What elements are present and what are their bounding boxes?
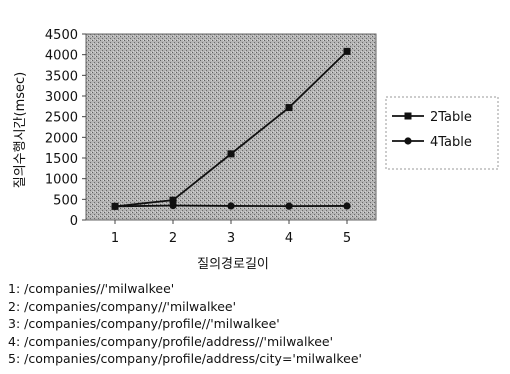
query-path: /companies/company//'milwalkee' [24, 298, 237, 314]
data-point-1-3 [285, 202, 293, 210]
query-number: 4: [8, 333, 21, 349]
data-point-0-2 [227, 150, 235, 158]
data-point-1-2 [227, 202, 235, 210]
query-path-item: 5: /companies/company/profile/address/ci… [8, 350, 362, 368]
y-tick-label: 2500 [45, 111, 78, 126]
query-path: /companies//'milwalkee' [24, 281, 175, 296]
query-path-item: 4: /companies/company/profile/address//'… [8, 333, 362, 351]
query-number: 5: [8, 351, 21, 366]
y-tick-label: 2000 [45, 131, 78, 146]
query-number: 3: [8, 316, 21, 331]
y-tick-label: 3500 [45, 69, 78, 84]
data-point-0-4 [343, 47, 351, 55]
line-chart: 0 500 1000 1500 2000 2500 3000 3500 4000 4500 1 2 3… [12, 28, 499, 272]
y-tick-label: 3000 [45, 90, 78, 105]
y-axis-title: 질의수행시간(msec) [12, 72, 28, 189]
y-axis: 0 500 1000 1500 2000 2500 3000 3500 4000 4500 [45, 28, 86, 229]
query-path-item: 1: /companies//'milwalkee' [8, 280, 362, 298]
y-tick-label: 4000 [45, 49, 78, 64]
x-tick-label: 5 [343, 231, 351, 246]
y-tick-label: 0 [70, 214, 78, 229]
legend-marker-0 [404, 112, 412, 120]
query-path-list: 1: /companies//'milwalkee' 2: /companies/… [8, 280, 362, 368]
x-axis: 1 2 3 4 5 [111, 220, 351, 246]
x-tick-label: 1 [111, 231, 119, 246]
query-path-item: 3: /companies/company/profile//'milwalke… [8, 315, 362, 333]
query-path-item: 2: /companies/company//'milwalkee' [8, 298, 362, 316]
y-tick-label: 4500 [45, 28, 78, 43]
legend-label: 2Table [430, 110, 472, 125]
data-point-1-1 [169, 201, 177, 210]
x-tick-label: 3 [227, 231, 235, 246]
x-axis-title: 질의경로길이 [197, 257, 269, 272]
query-number: 1: [8, 281, 21, 296]
x-tick-label: 4 [285, 231, 293, 246]
legend-marker-1 [404, 137, 412, 145]
plot-area [85, 33, 377, 221]
query-number: 2: [8, 298, 21, 314]
query-path: /companies/company/profile/address/city=… [24, 351, 362, 366]
query-path: /companies/company/profile//'milwalkee' [24, 316, 280, 331]
legend-box [385, 96, 499, 170]
y-tick-label: 500 [53, 193, 78, 208]
data-point-0-3 [285, 104, 293, 112]
series-layer [111, 47, 351, 210]
legend-label: 4Table [430, 135, 472, 150]
legend: 2Table 4Table [385, 96, 499, 170]
y-tick-label: 1500 [45, 152, 78, 167]
data-point-1-0 [111, 202, 119, 210]
x-tick-label: 2 [169, 231, 177, 246]
query-path: /companies/company/profile/address//'mil… [24, 333, 334, 349]
data-point-0-1 [169, 196, 177, 204]
y-tick-label: 1000 [45, 173, 78, 188]
data-point-1-4 [343, 202, 351, 210]
